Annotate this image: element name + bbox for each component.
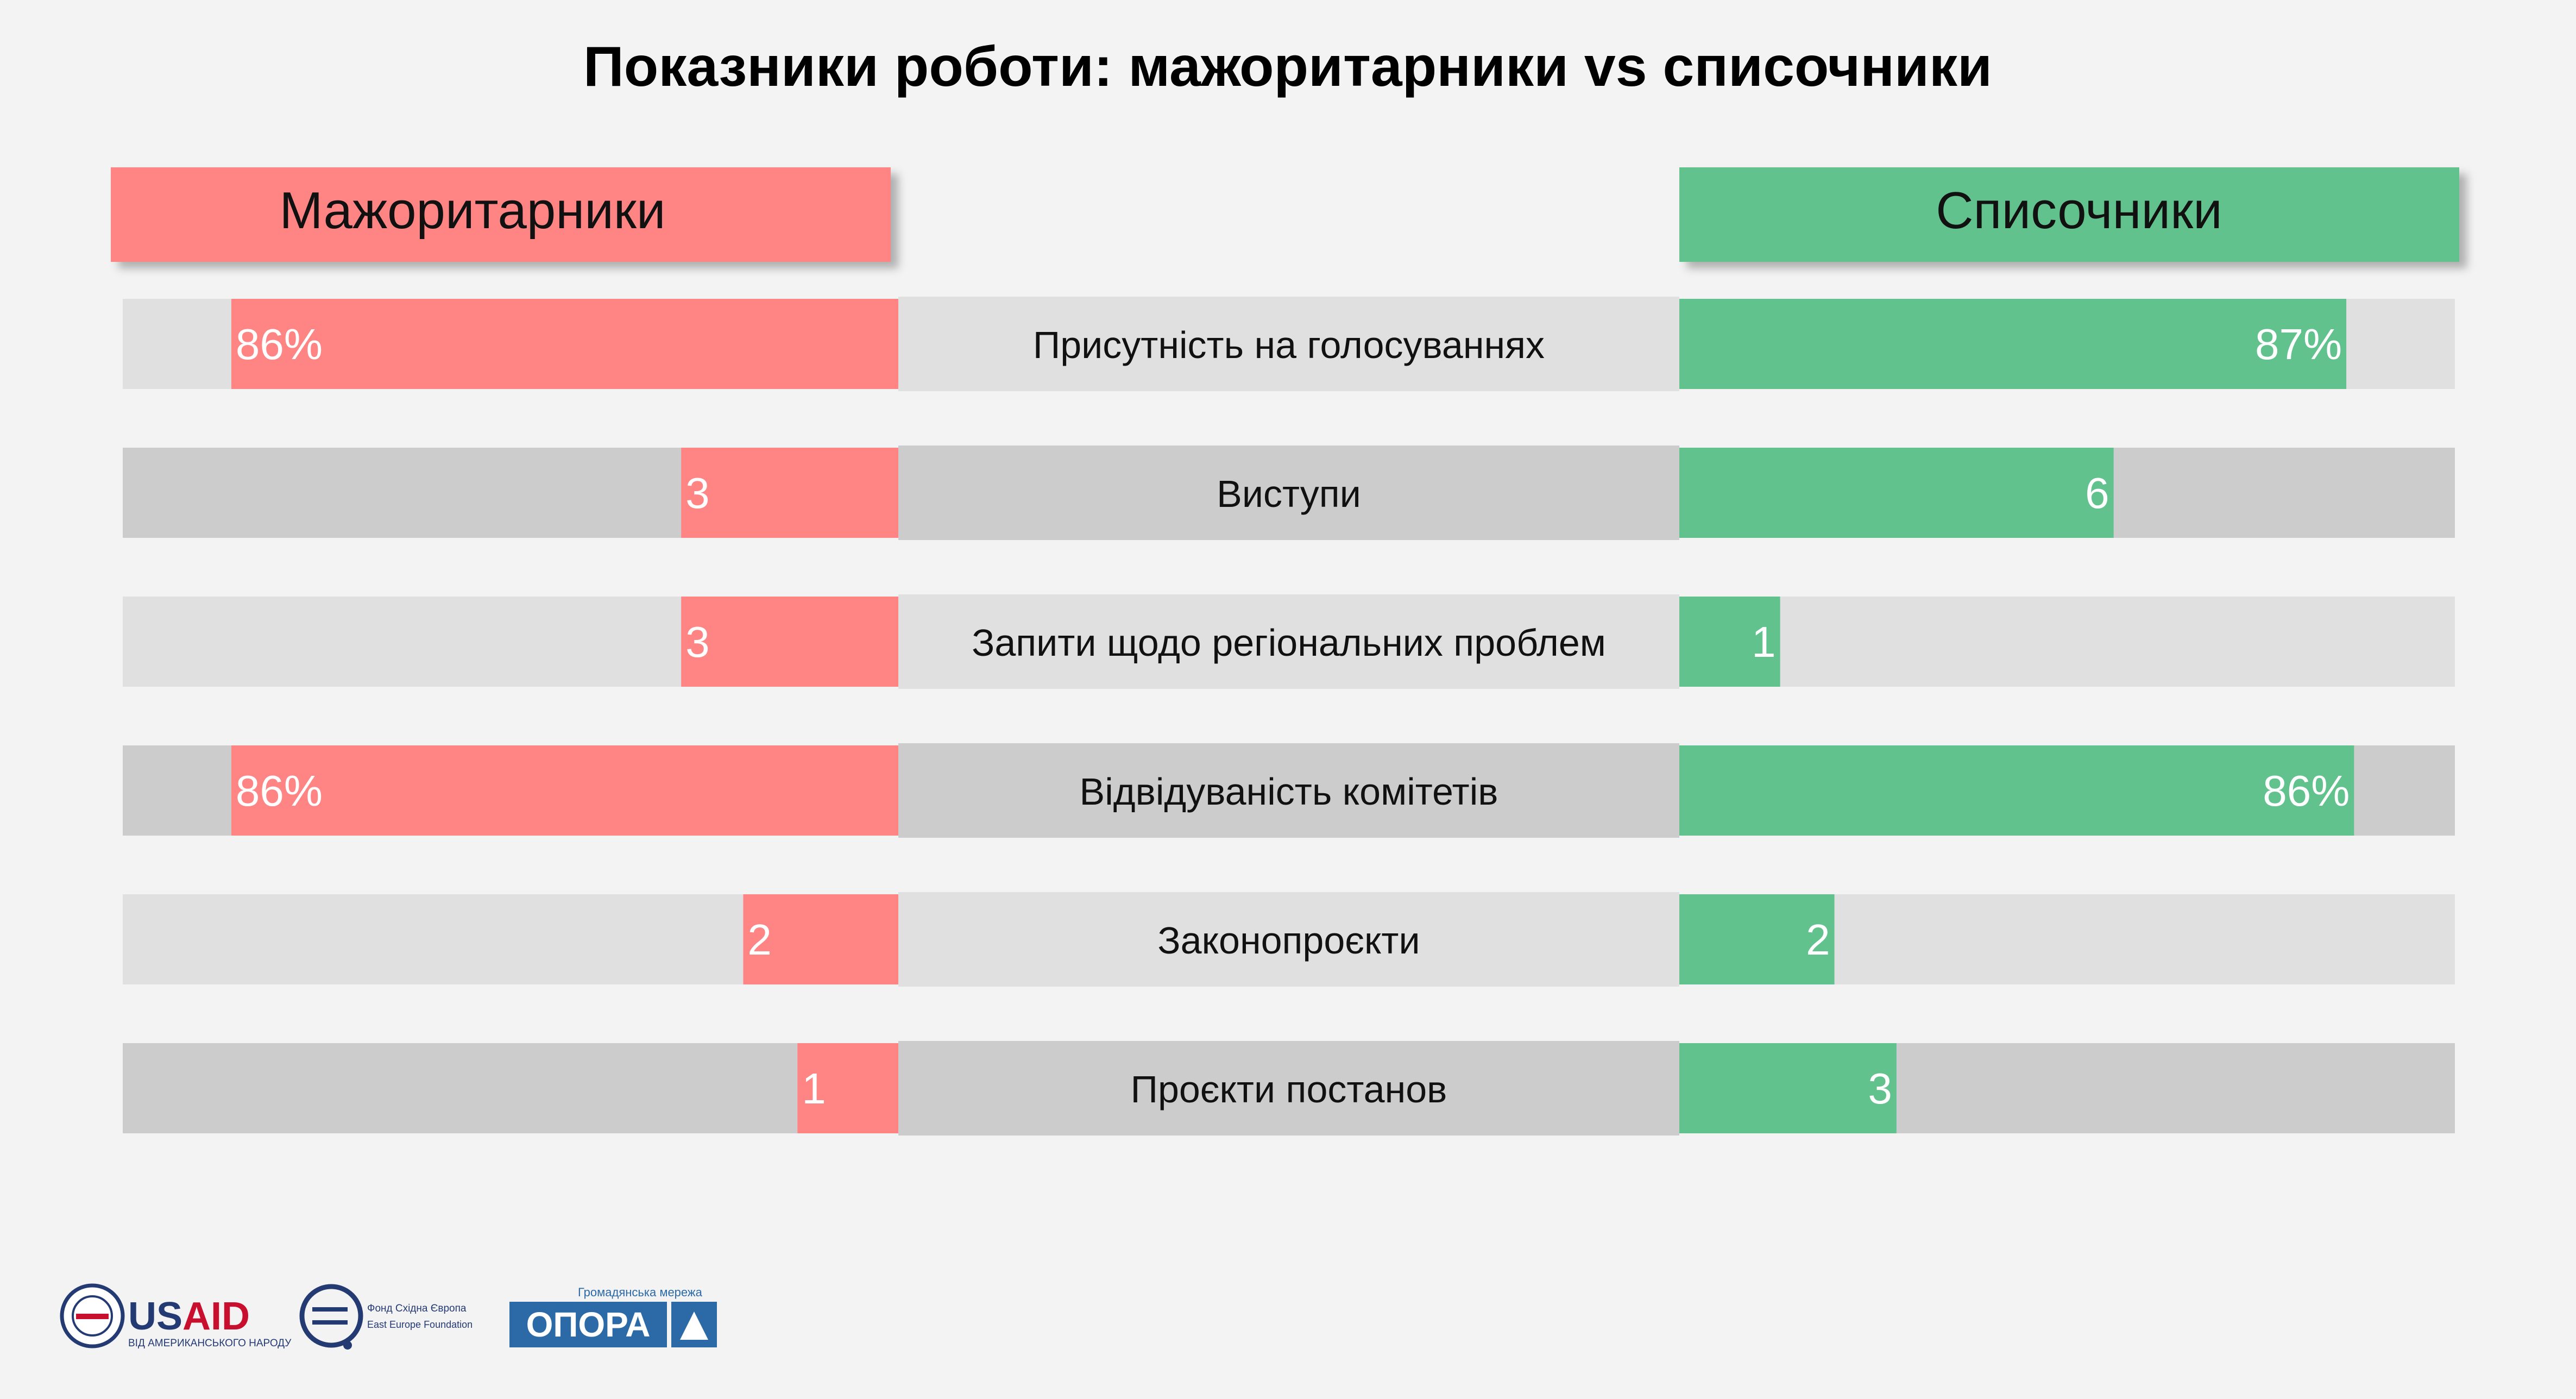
value-label-majoritarian: 2 bbox=[747, 915, 772, 964]
chart-row: 86% 87% Присутність на голосуваннях bbox=[123, 297, 2455, 391]
usaid-logo: USAID ВІД АМЕРИКАНСЬКОГО НАРОДУ bbox=[60, 1283, 292, 1349]
category-label: Проєкти постанов bbox=[1131, 1068, 1447, 1111]
eef-arrow-icon bbox=[312, 1307, 348, 1325]
value-label-list: 1 bbox=[1752, 618, 1776, 666]
bar-list bbox=[1679, 1043, 1897, 1133]
chart-row: 86% 86% Відвідуваність комітетів bbox=[123, 743, 2455, 838]
center-label-track bbox=[898, 446, 1679, 540]
category-label: Запити щодо регіональних проблем bbox=[972, 622, 1606, 664]
chart-row: 2 2 Законопроєкти bbox=[123, 892, 2455, 987]
usaid-seal-inner bbox=[72, 1295, 113, 1337]
logos: USAID ВІД АМЕРИКАНСЬКОГО НАРОДУ Фонд Схі… bbox=[60, 1283, 717, 1350]
value-label-majoritarian: 3 bbox=[685, 618, 710, 666]
value-label-majoritarian: 1 bbox=[802, 1064, 826, 1113]
opora-name-box bbox=[509, 1302, 667, 1347]
opora-name: ОПОРА bbox=[526, 1305, 651, 1344]
value-label-list: 6 bbox=[2085, 469, 2109, 517]
legend-majoritarian-box bbox=[111, 167, 891, 262]
center-label-track bbox=[898, 743, 1679, 838]
center-label-track bbox=[898, 1041, 1679, 1135]
bar-list bbox=[1679, 745, 2354, 836]
center-label-track bbox=[898, 594, 1679, 689]
usaid-seal-stripe bbox=[76, 1314, 109, 1319]
bar-majoritarian bbox=[681, 597, 898, 687]
left-track bbox=[123, 1043, 898, 1133]
chart-title: Показники роботи: мажоритарники vs списо… bbox=[583, 35, 1992, 98]
center-label-track bbox=[898, 297, 1679, 391]
legend-list: Списочники bbox=[1679, 167, 2459, 262]
usaid-us: US bbox=[128, 1295, 182, 1338]
value-label-majoritarian: 86% bbox=[236, 767, 323, 815]
bar-list bbox=[1679, 894, 1835, 984]
eef-name: Фонд Східна Європа bbox=[367, 1303, 467, 1314]
bar-list bbox=[1679, 448, 2114, 538]
bar-majoritarian bbox=[681, 448, 898, 538]
opora-triangle-icon bbox=[680, 1312, 708, 1340]
eef-ring-icon bbox=[299, 1284, 363, 1348]
chart-row: 1 3 Проєкти постанов bbox=[123, 1041, 2455, 1135]
opora-top: Громадянська мережа bbox=[578, 1285, 703, 1299]
legend-list-box bbox=[1679, 167, 2459, 262]
category-label: Відвідуваність комітетів bbox=[1080, 770, 1498, 813]
legend-majoritarian: Мажоритарники bbox=[111, 167, 891, 262]
legend-majoritarian-label: Мажоритарники bbox=[280, 181, 666, 240]
center-label-track bbox=[898, 892, 1679, 987]
value-label-list: 3 bbox=[1868, 1064, 1892, 1113]
value-label-list: 87% bbox=[2255, 320, 2342, 368]
bar-list bbox=[1679, 597, 1780, 687]
bar-majoritarian bbox=[231, 745, 898, 836]
eef-logo: Фонд Східна Європа East Europe Foundatio… bbox=[299, 1284, 473, 1350]
category-label: Законопроєкти bbox=[1157, 919, 1420, 962]
value-label-list: 86% bbox=[2263, 767, 2350, 815]
value-label-majoritarian: 86% bbox=[236, 320, 323, 368]
chart-row: 3 6 Виступи bbox=[123, 446, 2455, 540]
value-label-list: 2 bbox=[1806, 915, 1830, 964]
chart-row: 3 1 Запити щодо регіональних проблем bbox=[123, 594, 2455, 689]
eef-dot-icon bbox=[343, 1341, 352, 1350]
category-label: Виступи bbox=[1217, 473, 1361, 515]
bar-majoritarian bbox=[797, 1043, 898, 1133]
eef-sub: East Europe Foundation bbox=[367, 1319, 473, 1330]
chart-rows: 86% 87% Присутність на голосуваннях 3 6 Висту… bbox=[123, 297, 2455, 1135]
right-track bbox=[1679, 597, 2455, 687]
opora-logo: Громадянська мережа ОПОРА bbox=[509, 1285, 717, 1347]
usaid-name: USAID bbox=[128, 1295, 250, 1338]
value-label-majoritarian: 3 bbox=[685, 469, 710, 517]
category-label: Присутність на голосуваннях bbox=[1033, 324, 1545, 366]
usaid-aid: AID bbox=[182, 1295, 250, 1338]
bar-list bbox=[1679, 299, 2347, 389]
usaid-sub: ВІД АМЕРИКАНСЬКОГО НАРОДУ bbox=[128, 1338, 292, 1349]
bar-majoritarian bbox=[743, 894, 898, 984]
legend-list-label: Списочники bbox=[1936, 181, 2222, 240]
bar-majoritarian bbox=[231, 299, 898, 389]
